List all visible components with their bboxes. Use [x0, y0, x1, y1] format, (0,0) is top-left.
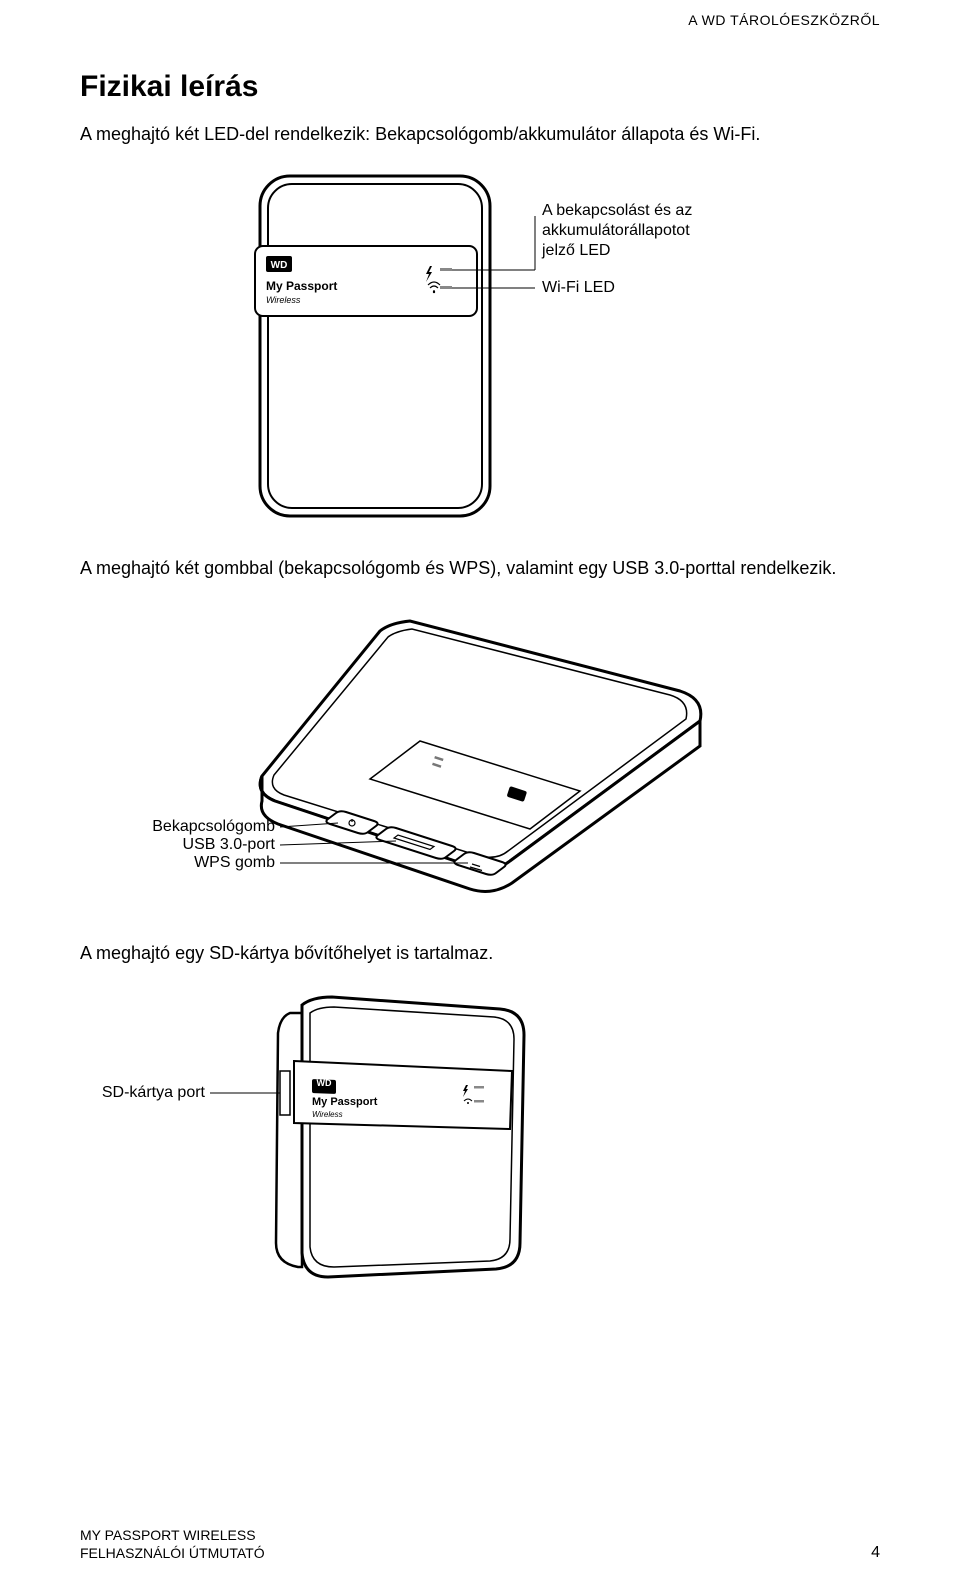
mid-paragraph: A meghajtó két gombbal (bekapcsológomb é… — [80, 556, 880, 580]
diagram-sd: WD My Passport Wireless SD-kártya port — [80, 985, 880, 1285]
page-footer: MY PASSPORT WIRELESS FELHASZNÁLÓI ÚTMUTA… — [80, 1526, 880, 1562]
svg-text:Wireless: Wireless — [266, 295, 301, 305]
callout-wifi-led: Wi-Fi LED — [542, 278, 615, 298]
diagram-front: WD My Passport Wireless A bekapcsolást é… — [80, 166, 880, 526]
diagram-side: Bekapcsológomb USB 3.0-port WPS gomb — [80, 601, 880, 911]
section-title: Fizikai leírás — [80, 70, 880, 104]
svg-text:Wireless: Wireless — [312, 1110, 343, 1119]
page-number: 4 — [871, 1544, 880, 1562]
svg-text:WD: WD — [317, 1078, 332, 1088]
svg-text:WD: WD — [271, 260, 288, 271]
callout-usb-port: USB 3.0-port — [110, 835, 275, 855]
svg-text:My Passport: My Passport — [266, 279, 337, 293]
callout-wps-button: WPS gomb — [110, 853, 275, 873]
running-header: A WD TÁROLÓESZKÖZRŐL — [688, 12, 880, 28]
callout-power-button: Bekapcsológomb — [110, 817, 275, 837]
callout-power-led: A bekapcsolást és az akkumulátorállapoto… — [542, 201, 692, 261]
svg-text:My Passport: My Passport — [312, 1096, 378, 1108]
footer-line2: FELHASZNÁLÓI ÚTMUTATÓ — [80, 1544, 265, 1562]
footer-line1: MY PASSPORT WIRELESS — [80, 1526, 265, 1544]
bottom-paragraph: A meghajtó egy SD-kártya bővítőhelyet is… — [80, 941, 880, 965]
callout-sd-port: SD-kártya port — [80, 1083, 205, 1103]
intro-paragraph: A meghajtó két LED-del rendelkezik: Beka… — [80, 122, 880, 146]
